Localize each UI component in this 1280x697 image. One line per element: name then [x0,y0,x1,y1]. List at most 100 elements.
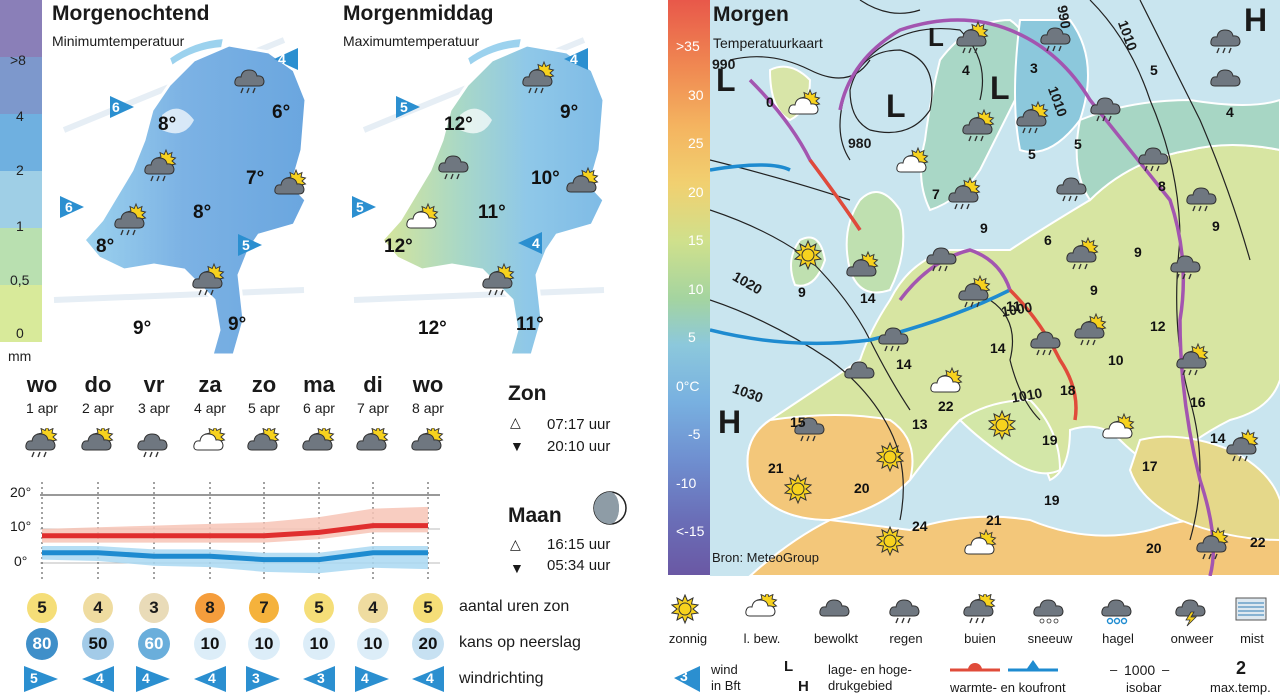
day-date: 7 apr [357,400,389,416]
cloud-icon [819,599,850,617]
day-name: vr [143,372,165,397]
map-temperature: 20 [854,480,870,496]
temp-scale-label: 0°C [676,377,700,394]
day-name: wo [26,372,58,397]
day-column: ma 6 apr [293,372,345,416]
temp-scale-label: 20 [688,183,704,200]
scale-band [0,57,42,114]
wind-force: 4 [361,670,369,686]
nl-maps [53,36,606,357]
temp-scale [668,0,710,575]
rain-chance-badge: 10 [357,628,389,660]
day-column: vr 3 apr [128,372,180,416]
map-temperature: 4 [1226,104,1234,120]
snow-icon [1033,594,1067,628]
scale-label: 0 [16,325,24,341]
legend-label: regen [889,631,923,646]
wind-force: 3 [252,670,260,686]
wind-direction-icon [355,666,389,692]
temp-scale-label: >35 [676,38,700,54]
map-temperature: 9 [1090,282,1098,298]
nl-temp: 9° [133,318,152,339]
wind-force: 5 [242,237,250,253]
day-column: di 7 apr [347,372,399,416]
map-temperature: 5 [1028,146,1036,162]
nl-temp: 11° [478,202,506,223]
nl-temp: 8° [96,236,115,257]
scale-label: 4 [16,108,24,124]
map-temperature: 5 [1150,62,1158,78]
rain-chance-badge: 20 [412,628,444,660]
fog-icon [1235,597,1267,621]
pressure-high-label: H [718,404,742,440]
map-temperature: 14 [1210,430,1226,446]
map-temperature: 9 [1134,244,1142,260]
row-label-rain: kans op neerslag [459,634,581,651]
partly-cloudy-icon [247,428,281,462]
day-date: 3 apr [138,400,170,416]
nl-temp: 7° [246,168,265,189]
rain-chance-badge: 80 [26,628,58,660]
day-column: wo 8 apr [402,372,454,416]
temp-scale-label: -5 [688,426,701,442]
sun-hours-badge: 7 [249,593,279,623]
map-temperature: 7 [932,186,940,202]
legend-wind-text: wind in Bft [711,662,741,693]
day-date: 5 apr [248,400,280,416]
showers-icon [963,594,997,628]
wind-direction-icon [194,666,226,692]
moonset-icon: ▼ [510,560,524,576]
legend-label: l. bew. [743,631,781,646]
day-date: 4 apr [194,400,226,416]
wind-force: 5 [356,199,364,215]
partly-cloudy-icon [81,428,115,462]
nl-temp: 12° [444,114,473,135]
map-temperature: 19 [1044,492,1060,508]
showers-icon [25,428,59,462]
light-cloud-icon [745,594,779,628]
wind-direction-icon [136,666,170,692]
wind-force: 4 [570,51,578,67]
europe-subtitle: Temperatuurkaart [713,35,823,51]
temp-scale-label: 10 [688,280,704,297]
day-column: za 4 apr [184,372,236,416]
map-temperature: 20 [1146,540,1162,556]
source-credit: Bron: MeteoGroup [712,550,819,565]
wind-force: 4 [278,51,286,67]
legend-label: zonnig [668,631,708,646]
moon-title: Maan [508,504,562,527]
sun-hours-badge: 5 [304,593,334,623]
day-date: 1 apr [26,400,58,416]
temp-scale-label: <-15 [676,523,705,539]
sun-hours-badge: 4 [83,593,113,623]
wind-force: 5 [30,670,38,686]
moonrise-icon: △ [510,536,521,552]
map-temperature: 17 [1142,458,1158,474]
map-temperature: 11 [1006,298,1021,314]
wind-force: 5 [400,99,408,115]
rain-chance-badge: 10 [248,628,280,660]
fronts-icon [950,660,1058,672]
map-temperature: 9 [1212,218,1220,234]
precip-scale [0,0,42,342]
sun-title: Zon [508,382,547,405]
day-name: za [198,372,222,397]
map-temperature: 18 [1060,382,1076,398]
nl-temp: 8° [193,202,212,223]
sun-icon [671,594,699,624]
wind-force: 4 [532,235,540,251]
map-temperature: 21 [768,460,784,476]
rain-chance-badge: 50 [82,628,114,660]
scale-label: 1 [16,218,24,234]
day-name: zo [251,372,277,397]
temp-scale-label: 30 [688,86,704,103]
legend-maxtemp-number: 2 [1236,658,1247,678]
legend-isobar-dash: – [1110,662,1118,677]
moon-phase-icon [593,491,627,525]
day-date: 2 apr [82,400,114,416]
scale-band [0,171,42,228]
day-column: do 2 apr [72,372,124,416]
map-temperature: 14 [990,340,1006,356]
map-temperature: 16 [1190,394,1206,410]
map-temperature: 22 [1250,534,1266,550]
